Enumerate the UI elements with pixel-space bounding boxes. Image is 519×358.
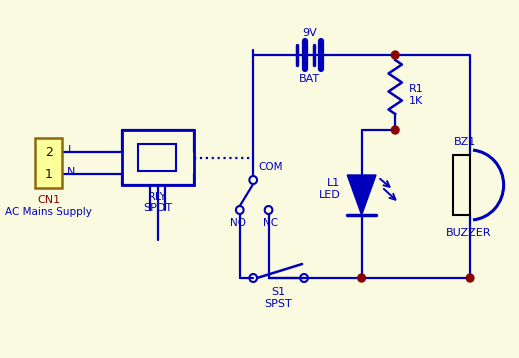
Text: COM: COM [258, 162, 282, 172]
Circle shape [358, 274, 365, 282]
Circle shape [391, 51, 399, 59]
Circle shape [466, 274, 474, 282]
Text: N: N [66, 167, 75, 177]
FancyBboxPatch shape [122, 130, 194, 185]
Polygon shape [347, 175, 376, 215]
FancyBboxPatch shape [35, 138, 62, 188]
Text: BAT: BAT [299, 74, 320, 84]
Text: L1: L1 [327, 178, 340, 188]
Text: BUZZER: BUZZER [445, 228, 491, 238]
Text: SPST: SPST [264, 299, 292, 309]
Text: S1: S1 [271, 287, 285, 297]
Text: L: L [68, 145, 74, 155]
Text: NC: NC [263, 218, 278, 228]
Text: 2: 2 [45, 145, 53, 159]
Text: 1: 1 [45, 168, 53, 180]
Circle shape [391, 126, 399, 134]
Text: 9V: 9V [302, 28, 317, 38]
Text: 1K: 1K [408, 96, 423, 106]
FancyBboxPatch shape [138, 144, 176, 171]
Text: BZ1: BZ1 [454, 137, 476, 147]
Bar [453, 155, 470, 215]
Text: AC Mains Supply: AC Mains Supply [5, 207, 92, 217]
Text: CN1: CN1 [37, 195, 60, 205]
Text: LED: LED [319, 190, 340, 200]
Text: SPDT: SPDT [143, 203, 172, 213]
Text: NO: NO [230, 218, 246, 228]
Text: R1: R1 [408, 84, 424, 94]
Text: RLY: RLY [148, 192, 167, 202]
